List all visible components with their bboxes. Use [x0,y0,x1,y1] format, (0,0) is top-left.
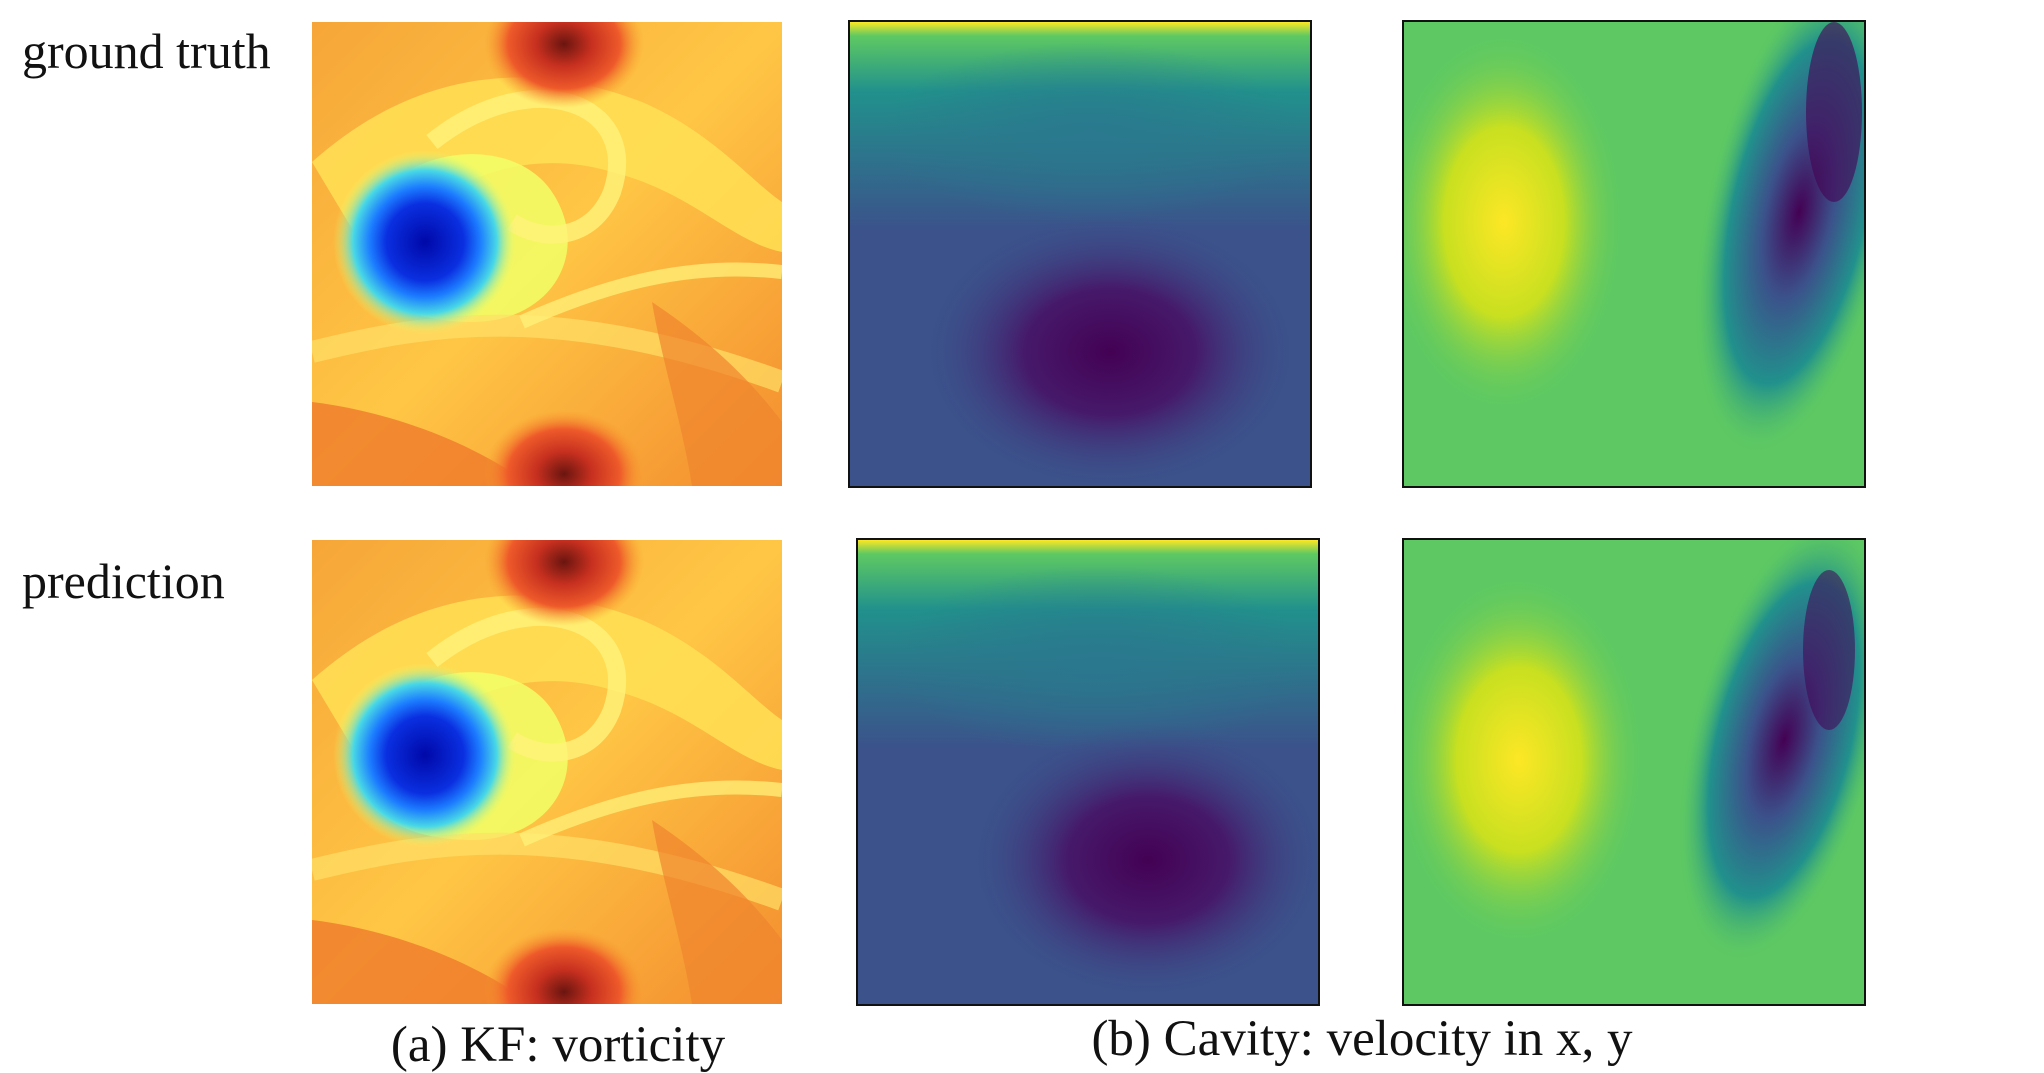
caption-a: (a) KF: vorticity [390,1017,726,1073]
cavity-velocity-x-prediction-image [856,538,1320,1006]
cavity-velocity-y-prediction-image [1402,538,1866,1006]
cavity-velocity-y-ground-truth-image [1402,20,1866,488]
row-label-ground-truth: ground truth [22,23,271,79]
caption-b: (b) Cavity: velocity in x, y [1091,1011,1633,1067]
cavity-velocity-x-ground-truth-image [848,20,1312,488]
kf-vorticity-prediction-image [312,540,782,1004]
kf-vorticity-ground-truth-image [312,22,782,486]
row-label-prediction: prediction [22,553,225,609]
